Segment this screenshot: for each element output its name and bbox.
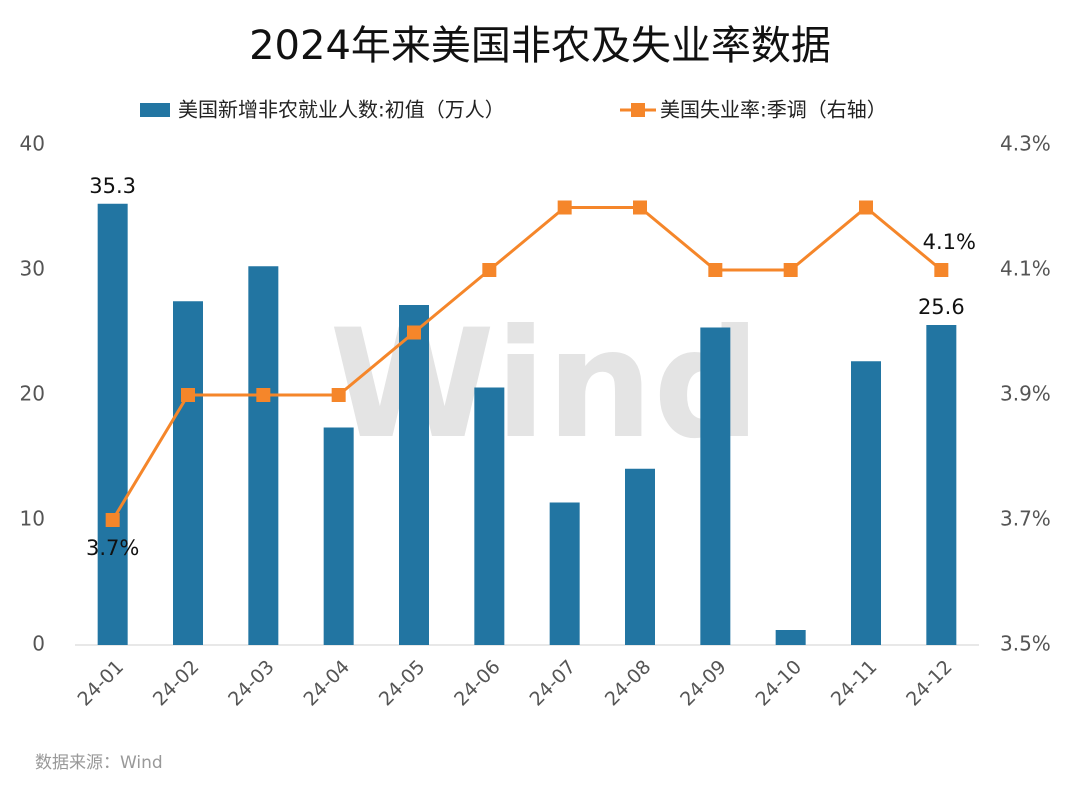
- source: 数据来源：Wind: [35, 753, 163, 773]
- data-label: 4.1%: [923, 230, 976, 254]
- marker: [783, 263, 798, 277]
- y-tick-label: 40: [20, 132, 45, 156]
- bar: [775, 630, 806, 645]
- y2-tick-label: 4.3%: [1000, 132, 1051, 156]
- bar: [549, 502, 580, 645]
- y-tick-label: 10: [20, 507, 45, 531]
- legend-swatch: [631, 103, 645, 117]
- marker: [708, 263, 723, 277]
- legend-label: 美国新增非农就业人数:初值（万人）: [178, 98, 505, 122]
- y-tick-label: 20: [20, 382, 45, 406]
- marker: [633, 200, 647, 215]
- bar: [474, 387, 505, 645]
- y2-tick-label: 3.5%: [1000, 632, 1051, 656]
- marker: [331, 388, 346, 402]
- bar: [926, 325, 957, 645]
- marker: [934, 263, 949, 277]
- bar: [399, 305, 429, 645]
- marker: [181, 388, 195, 402]
- y-tick-label: 0: [32, 632, 45, 656]
- bar: [173, 301, 203, 645]
- y2-tick-label: 3.7%: [1000, 507, 1051, 531]
- bar: [625, 468, 655, 645]
- bar: [248, 266, 279, 645]
- data-label: 35.3: [89, 174, 136, 198]
- legend-label: 美国失业率:季调（右轴）: [660, 98, 887, 122]
- marker: [407, 325, 421, 340]
- marker: [256, 388, 271, 402]
- watermark: Wind: [329, 298, 760, 472]
- marker: [859, 200, 873, 215]
- bar: [851, 361, 881, 645]
- chart-title: 2024年来美国非农及失业率数据: [249, 23, 831, 69]
- data-label: 25.6: [918, 295, 965, 319]
- marker: [557, 200, 572, 215]
- marker: [482, 263, 497, 277]
- bar: [700, 327, 731, 645]
- marker: [105, 513, 120, 527]
- data-label: 3.7%: [86, 536, 139, 560]
- y-tick-label: 30: [20, 257, 45, 281]
- legend-swatch: [140, 103, 170, 117]
- bar: [97, 203, 128, 645]
- line: [111, 205, 943, 521]
- bar: [323, 427, 354, 645]
- y2-tick-label: 4.1%: [1000, 257, 1051, 281]
- y2-tick-label: 3.9%: [1000, 382, 1051, 406]
